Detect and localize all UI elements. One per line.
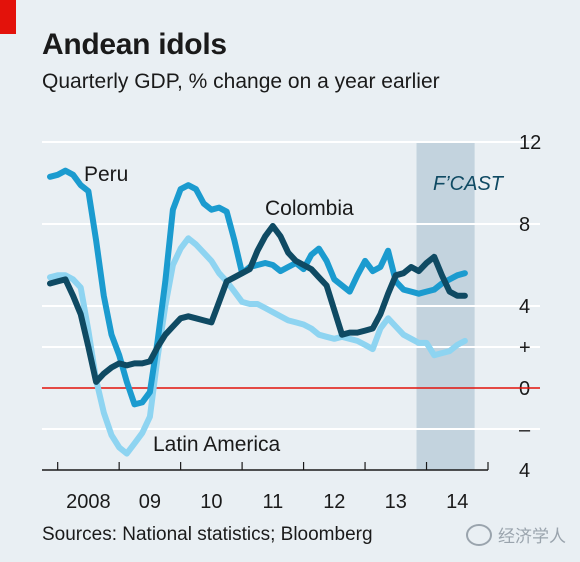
chart-subtitle: Quarterly GDP, % change on a year earlie… xyxy=(42,70,440,93)
x-tick-label: 09 xyxy=(139,491,161,513)
series-line-colombia xyxy=(47,223,468,385)
x-tick-label: 11 xyxy=(262,491,283,513)
watermark-text: 经济学人 xyxy=(498,527,566,546)
y-tick-label: 0 xyxy=(519,378,530,400)
x-tick-label: 2008 xyxy=(66,491,111,513)
y-tick-label: 12 xyxy=(519,132,541,154)
chart-title: Andean idols xyxy=(42,28,227,61)
title-tag xyxy=(0,0,16,34)
x-tick-label: 13 xyxy=(385,491,407,513)
series-label-latin-america: Latin America xyxy=(153,433,281,456)
watermark: 经济学人 xyxy=(466,522,566,547)
y-tick-label: 4 xyxy=(519,460,530,482)
y-tick-label: 4 xyxy=(519,296,530,318)
wechat-logo-icon xyxy=(466,523,492,546)
x-tick-label: 14 xyxy=(446,491,468,513)
series-label-peru: Peru xyxy=(84,163,128,186)
y-tick-label: 8 xyxy=(519,214,530,236)
series-label-colombia: Colombia xyxy=(265,197,354,220)
series-line-latin-america xyxy=(47,235,468,457)
x-tick-label: 10 xyxy=(200,491,222,513)
x-tick-label: 12 xyxy=(323,491,345,513)
y-tick-label: – xyxy=(519,419,531,441)
forecast-label: F’CAST xyxy=(433,173,505,195)
source-note: Sources: National statistics; Bloomberg xyxy=(42,524,373,545)
y-tick-label: + xyxy=(519,337,531,359)
